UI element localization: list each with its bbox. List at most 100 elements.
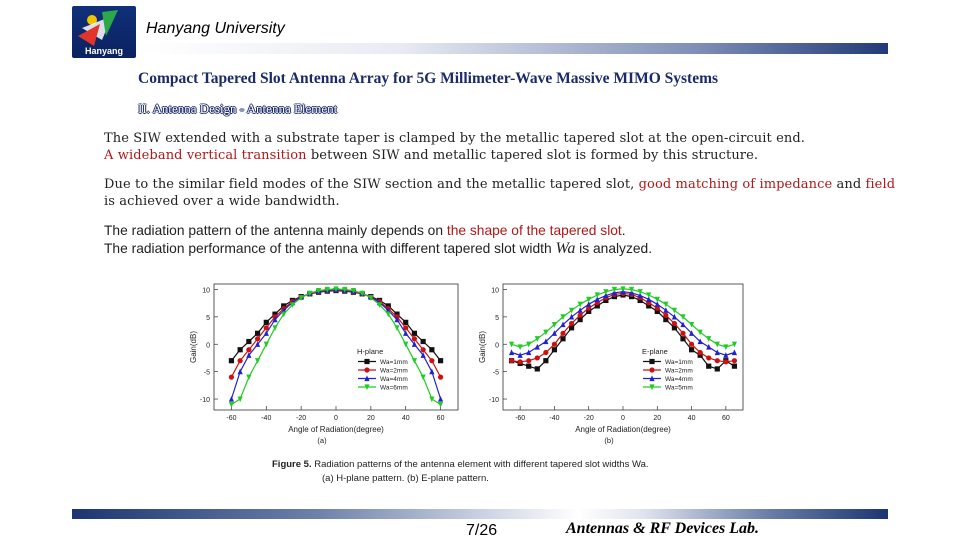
data-point xyxy=(731,363,738,369)
data-point xyxy=(272,325,278,331)
data-point xyxy=(385,307,391,313)
data-point xyxy=(307,290,313,297)
highlight-impedance-matching: good matching of impedance xyxy=(638,177,833,192)
data-point xyxy=(646,296,652,302)
data-point xyxy=(526,341,532,348)
data-point xyxy=(697,352,703,358)
legend-marker xyxy=(649,384,655,391)
legend-entry: Wa=1mm xyxy=(380,359,408,366)
data-point xyxy=(688,321,695,328)
data-point xyxy=(568,325,575,331)
data-point xyxy=(568,307,575,314)
y-tick-label: -5 xyxy=(204,370,210,377)
data-point xyxy=(263,330,269,336)
data-point xyxy=(228,401,235,408)
data-point xyxy=(560,330,566,336)
data-point xyxy=(403,325,409,331)
data-point xyxy=(376,302,383,308)
data-point xyxy=(586,301,592,307)
paragraph-3-text-b: . xyxy=(621,223,626,238)
data-point xyxy=(680,321,686,328)
data-point xyxy=(543,329,549,336)
data-point xyxy=(534,343,540,350)
data-point xyxy=(508,349,515,356)
data-point xyxy=(697,338,703,345)
data-point xyxy=(671,320,678,327)
data-point xyxy=(272,311,278,317)
data-point xyxy=(688,347,695,353)
data-point xyxy=(289,302,296,308)
data-point xyxy=(534,336,540,342)
figure-caption-line-1: Figure 5. Radiation patterns of the ante… xyxy=(272,459,649,470)
x-tick-label: 20 xyxy=(653,415,661,422)
data-point xyxy=(560,314,566,320)
x-tick-label: -40 xyxy=(261,415,271,422)
data-point xyxy=(714,358,720,364)
data-point xyxy=(534,366,540,372)
data-point xyxy=(543,338,549,345)
paragraph-3-line-1: The radiation pattern of the antenna mai… xyxy=(104,222,652,240)
data-point xyxy=(263,319,269,325)
data-point xyxy=(637,292,643,299)
data-point xyxy=(394,316,400,323)
data-point xyxy=(586,296,592,303)
data-point xyxy=(254,336,261,342)
y-tick-label: -5 xyxy=(493,370,499,377)
data-point xyxy=(254,330,261,336)
data-point xyxy=(526,363,532,369)
legend-marker xyxy=(364,384,370,391)
y-tick-label: 5 xyxy=(495,315,499,322)
paragraph-1-line-2: A wideband vertical transition between S… xyxy=(104,147,805,164)
x-tick-label: -20 xyxy=(584,415,594,422)
x-tick-label: -60 xyxy=(515,415,525,422)
data-point xyxy=(543,358,549,364)
x-tick-label: 60 xyxy=(722,415,730,422)
data-point xyxy=(697,349,703,356)
data-point xyxy=(368,295,374,301)
legend-marker xyxy=(649,367,655,373)
data-point xyxy=(350,287,357,294)
data-point xyxy=(359,290,365,297)
data-point xyxy=(429,396,435,403)
data-point xyxy=(663,307,669,313)
data-point xyxy=(272,316,278,323)
data-point xyxy=(403,341,409,348)
x-axis-label: Angle of Radiation(degree) xyxy=(575,425,671,434)
data-point xyxy=(706,343,712,350)
paragraph-3-line-2: The radiation performance of the antenna… xyxy=(104,240,652,258)
logo-text: Hanyang xyxy=(85,46,123,56)
y-tick-label: 5 xyxy=(206,315,210,322)
data-point xyxy=(315,287,322,294)
x-tick-label: -20 xyxy=(296,415,306,422)
x-tick-label: 0 xyxy=(621,415,625,422)
data-point xyxy=(420,374,426,381)
data-point xyxy=(411,341,418,347)
data-point xyxy=(517,344,523,351)
data-point xyxy=(551,330,558,336)
data-point xyxy=(560,321,566,328)
data-point xyxy=(437,401,444,408)
data-point xyxy=(394,311,400,317)
data-point xyxy=(263,325,269,331)
data-point xyxy=(560,336,566,342)
data-point xyxy=(385,303,391,309)
paragraph-3-text-d: is analyzed. xyxy=(575,241,653,256)
data-point xyxy=(723,344,729,351)
lab-name: Antennas & RF Devices Lab. xyxy=(566,520,760,537)
slide-title: Compact Tapered Slot Antenna Array for 5… xyxy=(138,70,719,87)
data-point xyxy=(246,347,252,353)
data-point xyxy=(671,313,678,320)
footer-bar xyxy=(72,509,888,519)
subfigure-label: (b) xyxy=(604,436,614,445)
data-point xyxy=(603,292,609,299)
paragraph-2-line-2: is achieved over a wide bandwidth. xyxy=(104,194,340,209)
data-point xyxy=(671,307,678,314)
data-point xyxy=(620,286,626,293)
data-point xyxy=(577,317,583,323)
legend-entry: Wa=4mm xyxy=(665,376,693,383)
data-point xyxy=(654,308,660,314)
data-point xyxy=(324,286,330,293)
y-axis-label: Gain(dB) xyxy=(478,331,487,363)
data-point xyxy=(568,313,575,320)
